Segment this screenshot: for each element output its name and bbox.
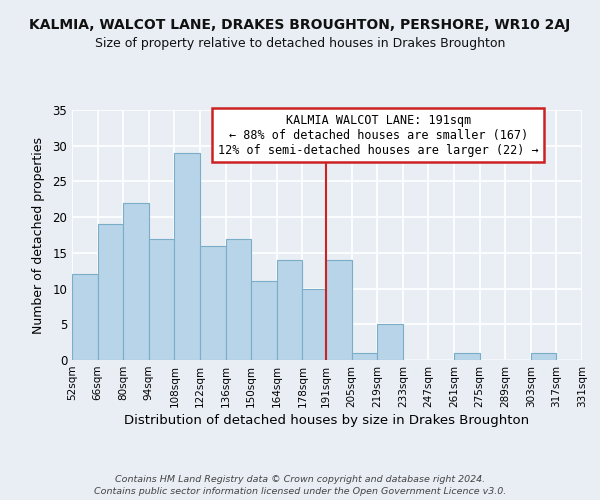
X-axis label: Distribution of detached houses by size in Drakes Broughton: Distribution of detached houses by size …: [124, 414, 530, 427]
Bar: [302, 288, 326, 360]
Bar: [149, 238, 175, 360]
Bar: [326, 260, 352, 360]
Y-axis label: Number of detached properties: Number of detached properties: [32, 136, 46, 334]
Bar: [123, 203, 149, 360]
Bar: [226, 238, 251, 360]
Bar: [454, 353, 479, 360]
Bar: [251, 282, 277, 360]
Bar: [377, 324, 403, 360]
Bar: [352, 353, 377, 360]
Bar: [72, 274, 98, 360]
Bar: [277, 260, 302, 360]
Bar: [98, 224, 123, 360]
Text: KALMIA WALCOT LANE: 191sqm
← 88% of detached houses are smaller (167)
12% of sem: KALMIA WALCOT LANE: 191sqm ← 88% of deta…: [218, 114, 538, 156]
Text: Size of property relative to detached houses in Drakes Broughton: Size of property relative to detached ho…: [95, 38, 505, 51]
Text: Contains public sector information licensed under the Open Government Licence v3: Contains public sector information licen…: [94, 487, 506, 496]
Bar: [200, 246, 226, 360]
Text: KALMIA, WALCOT LANE, DRAKES BROUGHTON, PERSHORE, WR10 2AJ: KALMIA, WALCOT LANE, DRAKES BROUGHTON, P…: [29, 18, 571, 32]
Bar: [531, 353, 556, 360]
Bar: [175, 153, 200, 360]
Text: Contains HM Land Registry data © Crown copyright and database right 2024.: Contains HM Land Registry data © Crown c…: [115, 475, 485, 484]
